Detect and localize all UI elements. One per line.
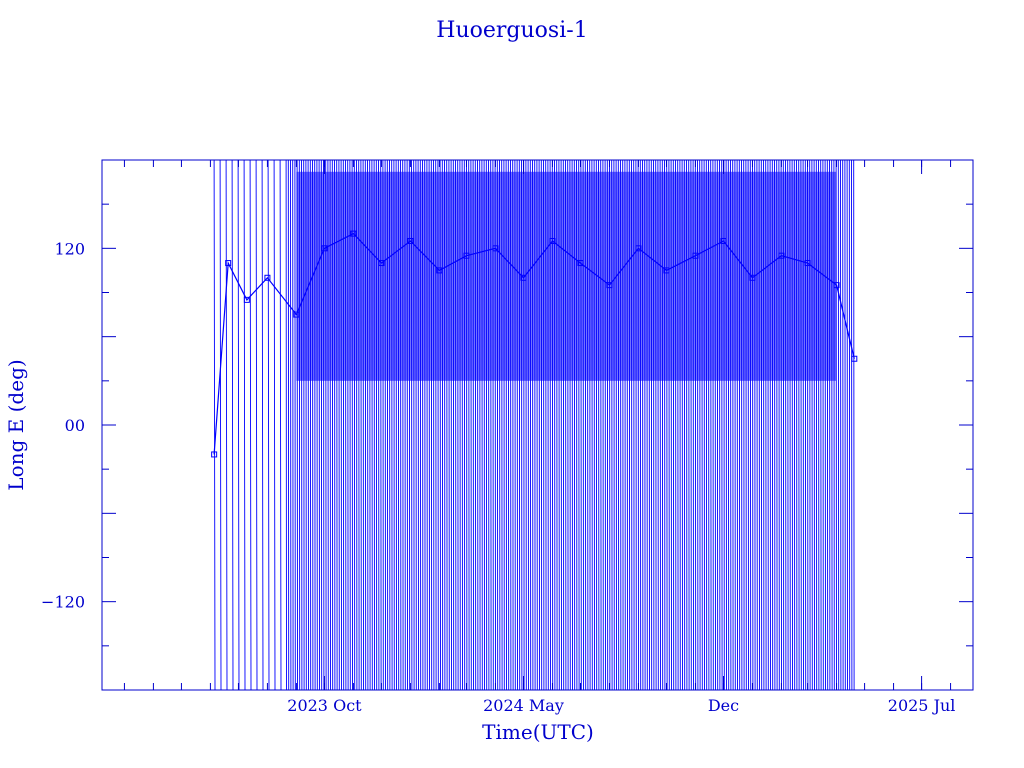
x-tick-label: 2023 Oct [287,696,362,715]
chart-title: Huoerguosi-1 [436,18,587,43]
data-point [225,260,232,267]
data-point [804,260,811,267]
data-point [492,245,499,252]
y-tick-label: 120 [54,239,85,258]
data-layer [211,159,858,691]
data-point [264,274,271,281]
data-point [243,296,250,303]
data-point [350,230,357,237]
data-point [463,252,470,259]
data-point [606,282,613,289]
y-axis-label: Long E (deg) [4,359,28,490]
data-point [293,311,300,318]
y-tick-label: 00 [65,416,85,435]
x-tick-label: 2024 May [483,696,564,715]
data-point [720,237,727,244]
data-point [833,282,840,289]
data-point [407,237,414,244]
dense-band [296,171,837,381]
data-point [851,355,858,362]
data-point [663,267,670,274]
data-point [436,267,443,274]
x-tick-label: 2025 Jul [888,696,956,715]
data-point [321,245,328,252]
data-point [577,260,584,267]
x-tick-label: Dec [708,696,739,715]
y-tick-label: −120 [41,593,85,612]
data-point [635,245,642,252]
axis-ticks: 120 00 −120 2023 Oct 2024 May Dec 2025 Jul [41,159,973,715]
x-axis-label: Time(UTC) [482,720,594,744]
data-point [692,252,699,259]
data-point [749,274,756,281]
data-point [211,451,218,458]
series-trace [213,159,855,691]
series-line [213,232,855,455]
data-point [520,274,527,281]
data-point [378,260,385,267]
data-point [778,252,785,259]
data-point [549,237,556,244]
